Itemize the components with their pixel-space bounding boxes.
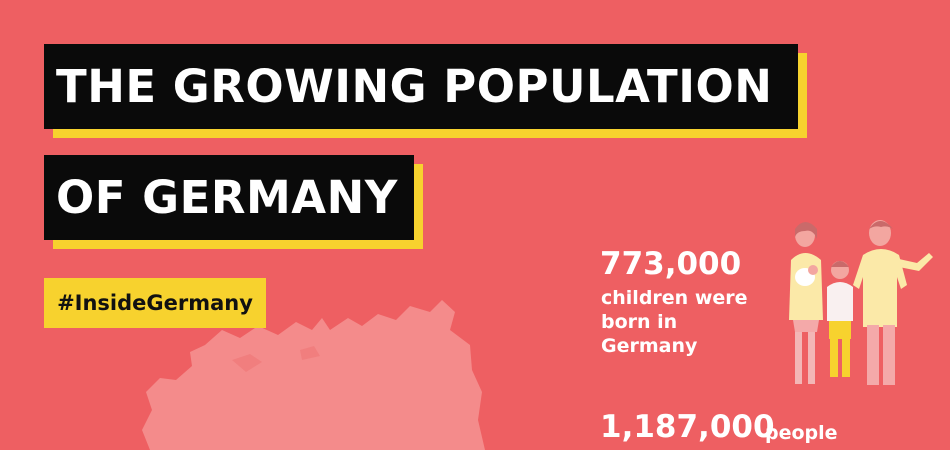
- title-line-2: OF GERMANY: [44, 155, 414, 240]
- mother-figure: [789, 222, 823, 384]
- births-line-3: Germany: [601, 335, 698, 357]
- family-illustration: [789, 220, 933, 385]
- births-number: 773,000: [600, 246, 742, 282]
- migration-number: 1,187,000: [600, 409, 775, 445]
- title-line-1: THE GROWING POPULATION: [44, 44, 798, 129]
- father-figure: [853, 220, 933, 385]
- child-figure: [827, 261, 853, 377]
- births-description: children were born in Germany: [601, 286, 748, 358]
- births-line-2: born in: [601, 311, 678, 333]
- births-line-1: children were: [601, 287, 748, 309]
- migration-label: people: [765, 422, 838, 444]
- hashtag-label: #InsideGermany: [44, 278, 266, 328]
